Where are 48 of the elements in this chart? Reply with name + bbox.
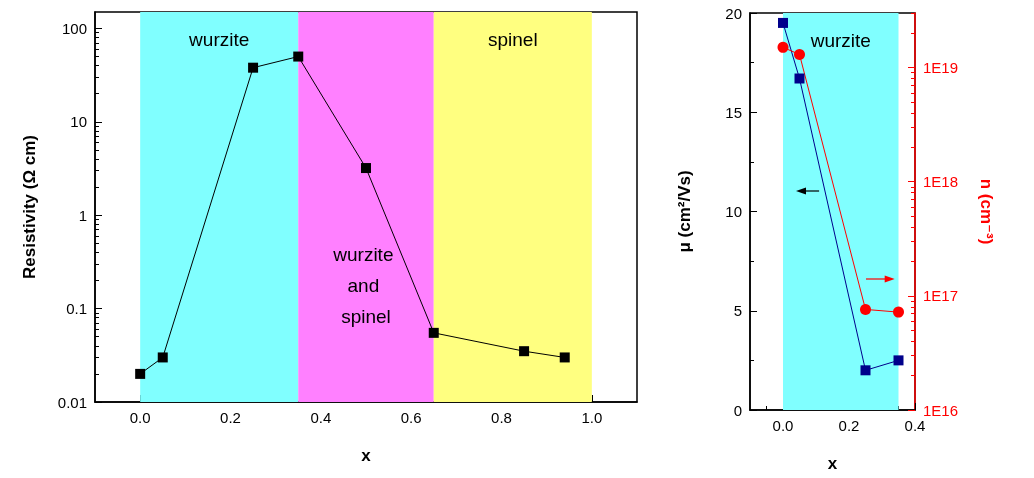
x-tick-label: 0.4	[904, 417, 926, 434]
x-tick-label: 0.2	[838, 417, 860, 434]
x-tick-label: 0.0	[129, 409, 151, 426]
point	[559, 352, 570, 363]
y-tick-label: 20	[725, 4, 742, 22]
point	[135, 368, 146, 379]
y2-tick-label: 1E18	[923, 173, 959, 191]
y-axis-title: μ (cm²/Vs)	[674, 170, 694, 253]
x-tick-label: 0.0	[772, 417, 794, 434]
point	[519, 346, 530, 357]
point	[777, 41, 789, 53]
point	[428, 327, 439, 338]
y2-axis-title: n (cm⁻³)	[976, 178, 996, 245]
y-tick-label: 0	[733, 401, 742, 419]
y-tick-label: 15	[725, 103, 742, 121]
point	[248, 62, 259, 73]
y-tick-label: 0.1	[66, 300, 87, 318]
point	[157, 352, 168, 363]
y-tick-label: 5	[733, 302, 742, 320]
point	[893, 355, 904, 366]
point	[361, 163, 371, 174]
band-label: wurzite	[809, 30, 871, 51]
point	[794, 48, 805, 60]
y2-tick-label: 1E16	[923, 401, 959, 419]
point	[778, 17, 788, 28]
band-label: wurzite	[188, 29, 250, 50]
x-tick-label: 0.8	[491, 409, 512, 426]
point	[794, 73, 805, 84]
y-tick-label: 10	[725, 203, 742, 220]
point	[293, 51, 304, 62]
x-tick-label: 0.2	[220, 409, 241, 426]
point	[893, 306, 904, 318]
band-label: spinel	[487, 29, 538, 50]
x-axis-title: x	[827, 454, 838, 473]
y-axis-title: Resistivity (Ω cm)	[19, 134, 39, 280]
y-tick-label: 10	[70, 113, 87, 131]
x-tick-label: 1.0	[581, 409, 603, 426]
y-tick-label: 1	[78, 206, 87, 224]
x-tick-label: 0.4	[310, 409, 332, 426]
point	[860, 365, 871, 376]
y-tick-label: 100	[61, 19, 87, 37]
band-label: wurzite and spinel	[332, 244, 399, 327]
y2-tick-label: 1E19	[923, 58, 959, 76]
point	[860, 303, 871, 315]
x-tick-label: 0.6	[400, 409, 422, 426]
y-tick-label: 0.01	[57, 393, 87, 411]
y2-tick-label: 1E17	[923, 287, 959, 305]
x-axis-title: x	[361, 446, 372, 465]
